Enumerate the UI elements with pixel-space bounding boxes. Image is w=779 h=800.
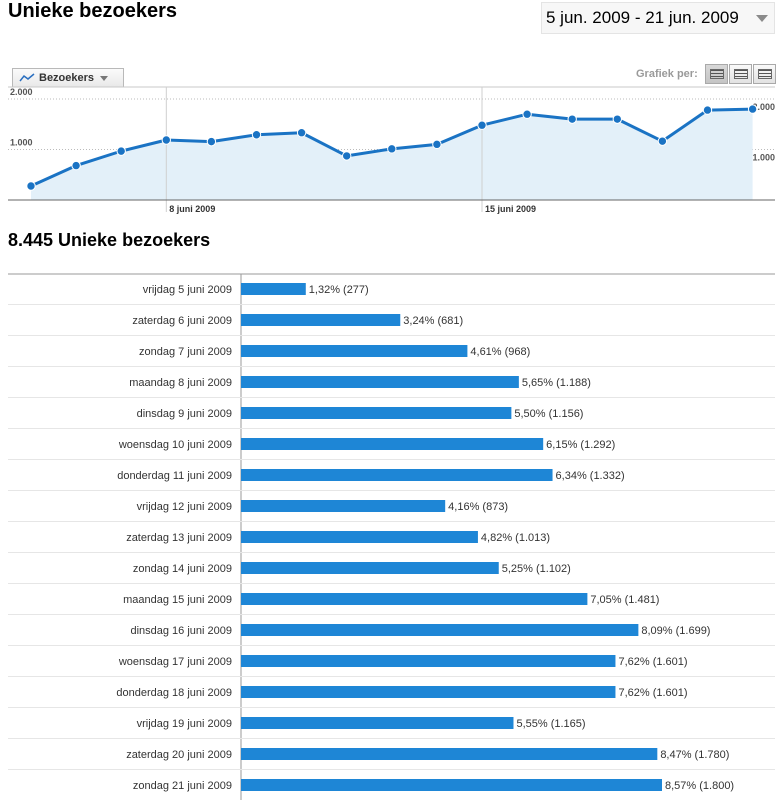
data-point — [477, 120, 487, 130]
bar — [241, 717, 514, 729]
bar — [241, 376, 519, 388]
category-label: zondag 21 juni 2009 — [133, 780, 232, 792]
metric-selector-label: Bezoekers — [39, 72, 95, 84]
caret-down-icon — [100, 75, 109, 81]
bar — [241, 655, 616, 667]
category-label: dinsdag 16 juni 2009 — [130, 625, 232, 637]
date-range-text: 5 jun. 2009 - 21 jun. 2009 — [546, 8, 739, 27]
bar-value-label: 6,34% (1.332) — [556, 470, 625, 482]
data-point — [387, 144, 397, 154]
graph-by-month-button[interactable] — [753, 64, 776, 84]
data-point — [432, 139, 442, 150]
summary-title: 8.445 Unieke bezoekers — [8, 230, 211, 250]
bar-value-label: 5,65% (1.188) — [522, 377, 591, 389]
x-tick-label: 15 juni 2009 — [485, 204, 536, 214]
data-point — [567, 114, 577, 124]
bar-value-label: 8,09% (1.699) — [641, 625, 710, 637]
category-label: woensdag 17 juni 2009 — [118, 656, 232, 668]
bar-value-label: 5,50% (1.156) — [514, 408, 583, 420]
bar-value-label: 7,62% (1.601) — [618, 656, 687, 668]
page-title: Unieke bezoekers — [8, 0, 177, 22]
data-point — [657, 136, 668, 146]
bar — [241, 283, 306, 295]
bar — [241, 624, 639, 636]
data-point — [296, 128, 307, 138]
category-label: maandag 15 juni 2009 — [123, 594, 232, 606]
bar — [241, 407, 512, 419]
category-label: woensdag 10 juni 2009 — [118, 439, 232, 451]
bar — [241, 314, 401, 326]
data-point — [612, 114, 622, 124]
bar — [241, 748, 658, 760]
category-label: zaterdag 20 juni 2009 — [126, 749, 232, 761]
metric-selector-button[interactable]: Bezoekers — [12, 68, 124, 87]
category-label: zondag 7 juni 2009 — [139, 346, 232, 358]
day-view-icon — [709, 69, 724, 79]
category-label: donderdag 18 juni 2009 — [116, 687, 232, 699]
category-label: zaterdag 13 juni 2009 — [126, 532, 232, 544]
category-label: maandag 8 juni 2009 — [129, 377, 232, 389]
line-chart-icon — [19, 73, 35, 82]
data-point — [702, 105, 713, 115]
data-point — [251, 130, 262, 140]
bar — [241, 531, 478, 543]
data-point — [522, 109, 532, 119]
bar-value-label: 8,57% (1.800) — [665, 780, 734, 792]
bar — [241, 469, 553, 481]
bar-value-label: 3,24% (681) — [403, 315, 463, 327]
category-label: vrijdag 5 juni 2009 — [143, 284, 232, 296]
y-tick-label-right: 1.000 — [752, 153, 775, 163]
daily-visitors-bar-chart: vrijdag 5 juni 2009 1,32% (277) zaterdag 6… — [8, 273, 775, 800]
bar-value-label: 8,47% (1.780) — [660, 749, 729, 761]
category-label: donderdag 11 juni 2009 — [117, 470, 232, 482]
date-range-selector[interactable]: 5 jun. 2009 - 21 jun. 2009 — [541, 2, 775, 34]
bar-value-label: 6,15% (1.292) — [546, 439, 615, 451]
y-tick-label-left: 1.000 — [10, 138, 33, 148]
data-point — [342, 151, 352, 161]
bar — [241, 686, 616, 698]
bar-value-label: 1,32% (277) — [309, 284, 369, 296]
y-tick-label-left: 2.000 — [10, 87, 33, 97]
bar-value-label: 4,16% (873) — [448, 501, 508, 513]
x-tick-label: 8 juni 2009 — [169, 204, 215, 214]
visitors-line-chart: 2.000 2.000 1.000 1.000 8 juni 2009 15 juni 2… — [8, 86, 775, 214]
bar-value-label: 4,82% (1.013) — [481, 532, 550, 544]
graph-by-day-button[interactable] — [705, 64, 728, 84]
data-point — [206, 136, 217, 147]
category-label: vrijdag 19 juni 2009 — [137, 718, 232, 730]
bar — [241, 500, 446, 512]
bar — [241, 779, 662, 791]
bar-value-label: 5,55% (1.165) — [516, 718, 585, 730]
category-label: dinsdag 9 juni 2009 — [137, 408, 232, 420]
data-point — [116, 146, 126, 156]
bar-value-label: 4,61% (968) — [470, 346, 530, 358]
month-view-icon — [757, 69, 772, 79]
data-point — [26, 181, 36, 191]
y-tick-label-right: 2.000 — [752, 102, 775, 112]
week-view-icon — [733, 69, 748, 79]
category-label: zondag 14 juni 2009 — [133, 563, 232, 575]
bar — [241, 345, 468, 357]
area-fill — [31, 109, 753, 200]
bar-value-label: 7,62% (1.601) — [618, 687, 687, 699]
bar-value-label: 7,05% (1.481) — [590, 594, 659, 606]
category-label: zaterdag 6 juni 2009 — [132, 315, 232, 327]
category-label: vrijdag 12 juni 2009 — [137, 501, 232, 513]
bar-value-label: 5,25% (1.102) — [502, 563, 571, 575]
bar — [241, 438, 544, 450]
graph-by-label: Grafiek per: — [636, 68, 698, 80]
chevron-down-icon[interactable] — [756, 15, 768, 22]
bar — [241, 593, 588, 605]
data-point — [161, 135, 172, 145]
bar — [241, 562, 499, 574]
data-point — [71, 160, 81, 171]
data-point — [747, 104, 758, 114]
graph-by-week-button[interactable] — [729, 64, 752, 84]
